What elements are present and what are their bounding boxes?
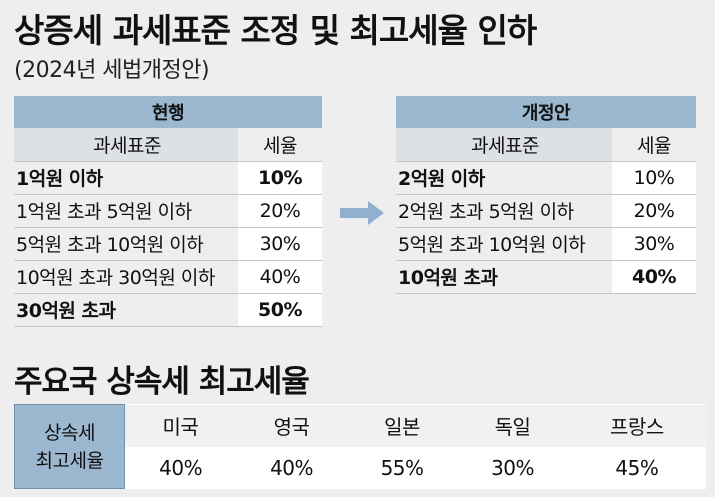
arrow-right-icon [340, 201, 384, 225]
table-row: 2억원 초과 5억원 이하 20% [396, 194, 696, 228]
country-name: 프랑스 [567, 404, 706, 447]
current-base-cell: 1억원 이하 [14, 161, 238, 195]
page-title: 상증세 과세표준 조정 및 최고세율 인하 [14, 11, 537, 50]
current-col-base: 과세표준 [14, 128, 238, 162]
revised-col-rate: 세율 [612, 128, 696, 162]
country-rate: 55% [380, 455, 424, 480]
current-rate-cell: 20% [238, 194, 322, 228]
current-rate-cell: 40% [238, 260, 322, 294]
current-tax-table: 현행 과세표준 세율 1억원 이하 10% 1억원 초과 5억원 이하 20% … [14, 96, 322, 327]
current-table-heading: 현행 [14, 96, 322, 128]
country-name: 미국 [124, 404, 237, 447]
current-rate-cell: 30% [238, 227, 322, 261]
country-rate: 40% [270, 455, 314, 480]
country-rate: 45% [615, 455, 659, 480]
current-col-rate: 세율 [238, 128, 322, 162]
revised-rate-cell: 10% [612, 161, 696, 195]
intl-rates-table: 상속세 최고세율 미국 영국 일본 독일 프랑스 40% 40% 55% 30%… [14, 404, 706, 489]
intl-row-label: 상속세 최고세율 [14, 404, 125, 489]
revised-base-cell: 10억원 초과 [396, 260, 612, 294]
table-row: 30억원 초과 50% [14, 293, 322, 327]
revised-base-cell: 2억원 이하 [396, 161, 612, 195]
current-base-cell: 10억원 초과 30억원 이하 [14, 260, 238, 294]
country-rate: 40% [159, 455, 203, 480]
revised-table-heading: 개정안 [396, 96, 696, 128]
table-row: 5억원 초과 10억원 이하 30% [14, 227, 322, 261]
revised-rate-cell: 20% [612, 194, 696, 228]
table-row: 5억원 초과 10억원 이하 30% [396, 227, 696, 261]
revised-rate-cell: 30% [612, 227, 696, 261]
revised-base-cell: 5억원 초과 10억원 이하 [396, 227, 612, 261]
current-base-cell: 5억원 초과 10억원 이하 [14, 227, 238, 261]
country-rate: 30% [491, 455, 535, 480]
table-row: 1억원 초과 5억원 이하 20% [14, 194, 322, 228]
revised-col-base: 과세표준 [396, 128, 612, 162]
current-rate-cell: 50% [238, 293, 322, 327]
section-title: 주요국 상속세 최고세율 [14, 364, 310, 400]
current-base-cell: 1억원 초과 5억원 이하 [14, 194, 238, 228]
intl-row-label-line2: 최고세율 [35, 449, 104, 472]
current-base-cell: 30억원 초과 [14, 293, 238, 327]
revised-tax-table: 개정안 과세표준 세율 2억원 이하 10% 2억원 초과 5억원 이하 20%… [396, 96, 696, 294]
current-rate-cell: 10% [238, 161, 322, 195]
intl-row-label-line1: 상속세 [44, 421, 95, 444]
page-subtitle: (2024년 세법개정안) [14, 58, 210, 83]
country-name: 영국 [236, 404, 347, 447]
table-row: 10억원 초과 40% [396, 260, 696, 294]
country-name: 독일 [457, 404, 568, 447]
table-row: 2억원 이하 10% [396, 161, 696, 195]
table-row: 1억원 이하 10% [14, 161, 322, 195]
country-name: 일본 [346, 404, 458, 447]
table-row: 10억원 초과 30억원 이하 40% [14, 260, 322, 294]
revised-rate-cell: 40% [612, 260, 696, 294]
revised-base-cell: 2억원 초과 5억원 이하 [396, 194, 612, 228]
